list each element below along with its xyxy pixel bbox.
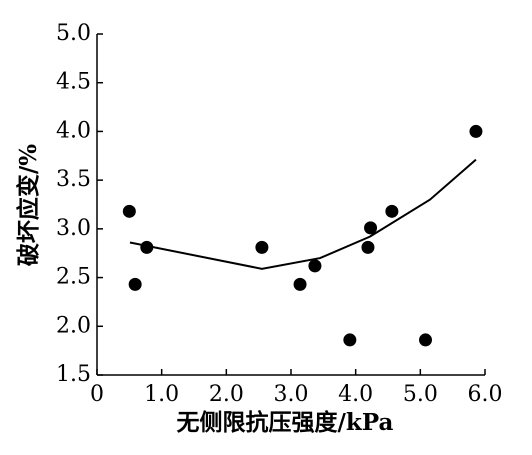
data-point — [419, 333, 433, 347]
data-point — [122, 204, 136, 218]
x-tick-label: 1.0 — [144, 382, 179, 407]
data-point — [469, 124, 483, 138]
x-axis-label: 无侧限抗压强度/kPa — [177, 409, 394, 436]
data-point — [255, 240, 269, 254]
data-point — [128, 277, 142, 291]
y-tick-label: 3.0 — [56, 216, 91, 241]
data-point — [308, 259, 322, 273]
y-tick-label: 5.0 — [56, 21, 91, 46]
y-tick-label: 2.0 — [56, 313, 91, 338]
y-tick-label: 1.5 — [56, 362, 91, 387]
x-tick-label: 4.0 — [338, 382, 373, 407]
x-tick-label: 2.0 — [209, 382, 244, 407]
x-tick-label: 6.0 — [468, 382, 503, 407]
y-tick-label: 2.5 — [56, 265, 91, 290]
data-point — [343, 333, 357, 347]
data-point — [293, 277, 307, 291]
x-tick-label: 3.0 — [274, 382, 309, 407]
x-tick-label: 0 — [90, 382, 104, 407]
y-tick-label: 3.5 — [56, 167, 91, 192]
y-tick-label: 4.0 — [56, 118, 91, 143]
x-tick-label: 5.0 — [403, 382, 438, 407]
y-tick-label: 4.5 — [56, 70, 91, 95]
data-point — [385, 204, 399, 218]
data-point — [361, 240, 375, 254]
data-point — [364, 221, 378, 235]
fit-line — [129, 158, 477, 270]
y-axis-label: 破坏应变/% — [15, 144, 42, 266]
data-point — [140, 240, 154, 254]
